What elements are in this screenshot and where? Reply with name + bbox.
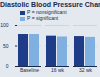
svg-text:16 wk: 16 wk: [51, 67, 65, 73]
svg-text:Baseline: Baseline: [20, 67, 39, 73]
html-text:P = significant: P = significant: [27, 15, 59, 21]
svg-text:100: 100: [0, 22, 9, 28]
svg-text:0: 0: [6, 63, 9, 69]
svg-text:32 wk: 32 wk: [79, 67, 93, 73]
html-text:P = nonsignificant: P = nonsignificant: [27, 9, 67, 15]
svg-text:50: 50: [3, 43, 9, 49]
